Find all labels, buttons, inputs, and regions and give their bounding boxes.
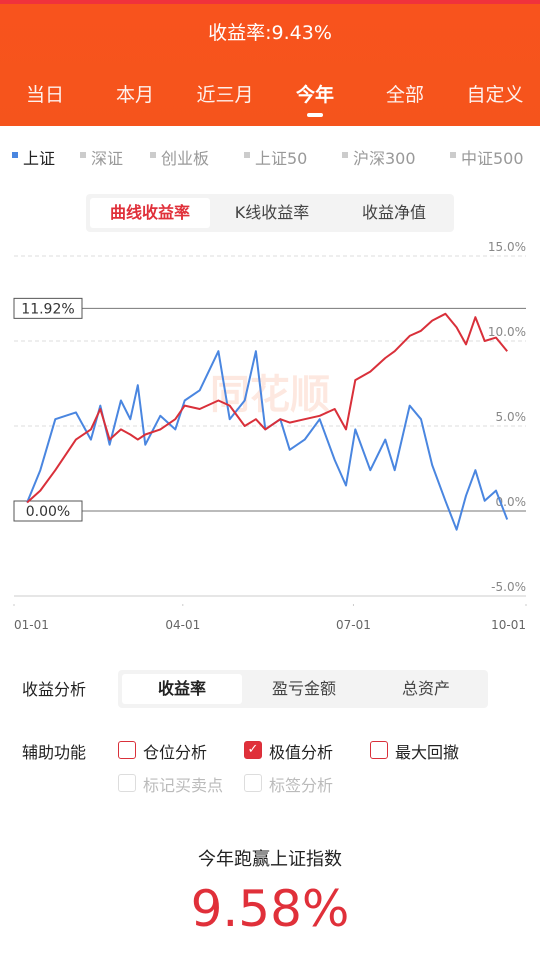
aux-label: 辅助功能 (22, 743, 87, 762)
index-dot (450, 152, 456, 158)
index-option[interactable]: 中证500 (461, 149, 524, 168)
reference-label: 0.00% (26, 504, 70, 520)
checkbox-label[interactable]: 仓位分析 (143, 743, 208, 762)
index-option[interactable]: 上证 (23, 149, 56, 168)
series-line (26, 312, 508, 504)
watermark: 同花顺 (210, 372, 330, 418)
x-tick-label: 07-01 (336, 618, 371, 632)
checkbox (118, 774, 136, 792)
index-dot (244, 152, 250, 158)
reference-box (13, 297, 83, 319)
index-dot (150, 152, 156, 158)
analysis-tab[interactable]: 盈亏金额 (271, 679, 336, 698)
checkbox (244, 774, 262, 792)
x-tick-label: 10-01 (491, 618, 526, 632)
period-tab[interactable]: 全部 (385, 84, 424, 106)
index-dot (12, 152, 18, 158)
analysis-label: 收益分析 (22, 680, 87, 699)
index-option[interactable]: 深证 (91, 149, 124, 168)
checkbox-label: 标签分析 (269, 776, 334, 795)
index-option[interactable]: 上证50 (255, 149, 308, 168)
index-dot (342, 152, 348, 158)
index-option[interactable]: 沪深300 (353, 149, 416, 168)
tab-underline (307, 113, 323, 117)
summary-label: 今年跑赢上证指数 (198, 849, 342, 870)
period-tab[interactable]: 近三月 (196, 84, 254, 106)
chart: 同花顺 15.0% 10.0% 5.0% 0.0% -5.0% 01-01 04-01 07-0… (13, 240, 527, 632)
checkbox[interactable] (118, 741, 136, 759)
checkbox[interactable]: ✓ (244, 741, 262, 759)
period-tab[interactable]: 今年 (295, 84, 334, 106)
header-title: 收益率:9.43% (208, 22, 332, 44)
reference-label: 11.92% (21, 301, 74, 317)
checkbox-label[interactable]: 最大回撤 (395, 743, 460, 762)
checkbox-label: 标记买卖点 (143, 776, 224, 795)
period-tab[interactable]: 当日 (25, 84, 64, 106)
index-dot (80, 152, 86, 158)
analysis-tab[interactable]: 总资产 (401, 679, 450, 698)
y-tick-label: -5.0% (491, 580, 526, 594)
mode-button[interactable]: K线收益率 (234, 203, 310, 222)
x-tick-label: 04-01 (165, 618, 200, 632)
y-tick-label: 15.0% (488, 240, 526, 254)
index-option[interactable]: 创业板 (161, 149, 210, 168)
y-tick-label: 10.0% (488, 325, 526, 339)
y-tick-label: 0.0% (496, 495, 527, 509)
header-bar (0, 0, 540, 126)
mode-button[interactable]: 曲线收益率 (90, 198, 210, 228)
period-tab[interactable]: 本月 (115, 84, 154, 106)
reference-box (13, 500, 83, 522)
mode-button[interactable]: 收益净值 (361, 203, 426, 222)
checkbox[interactable] (370, 741, 388, 759)
analysis-tab[interactable]: 收益率 (122, 674, 242, 704)
y-tick-label: 5.0% (496, 410, 527, 424)
x-tick-label: 01-01 (14, 618, 49, 632)
period-tab[interactable]: 自定义 (466, 84, 524, 106)
summary-value: 9.58% (190, 880, 350, 938)
checkbox-label[interactable]: 极值分析 (269, 743, 334, 762)
